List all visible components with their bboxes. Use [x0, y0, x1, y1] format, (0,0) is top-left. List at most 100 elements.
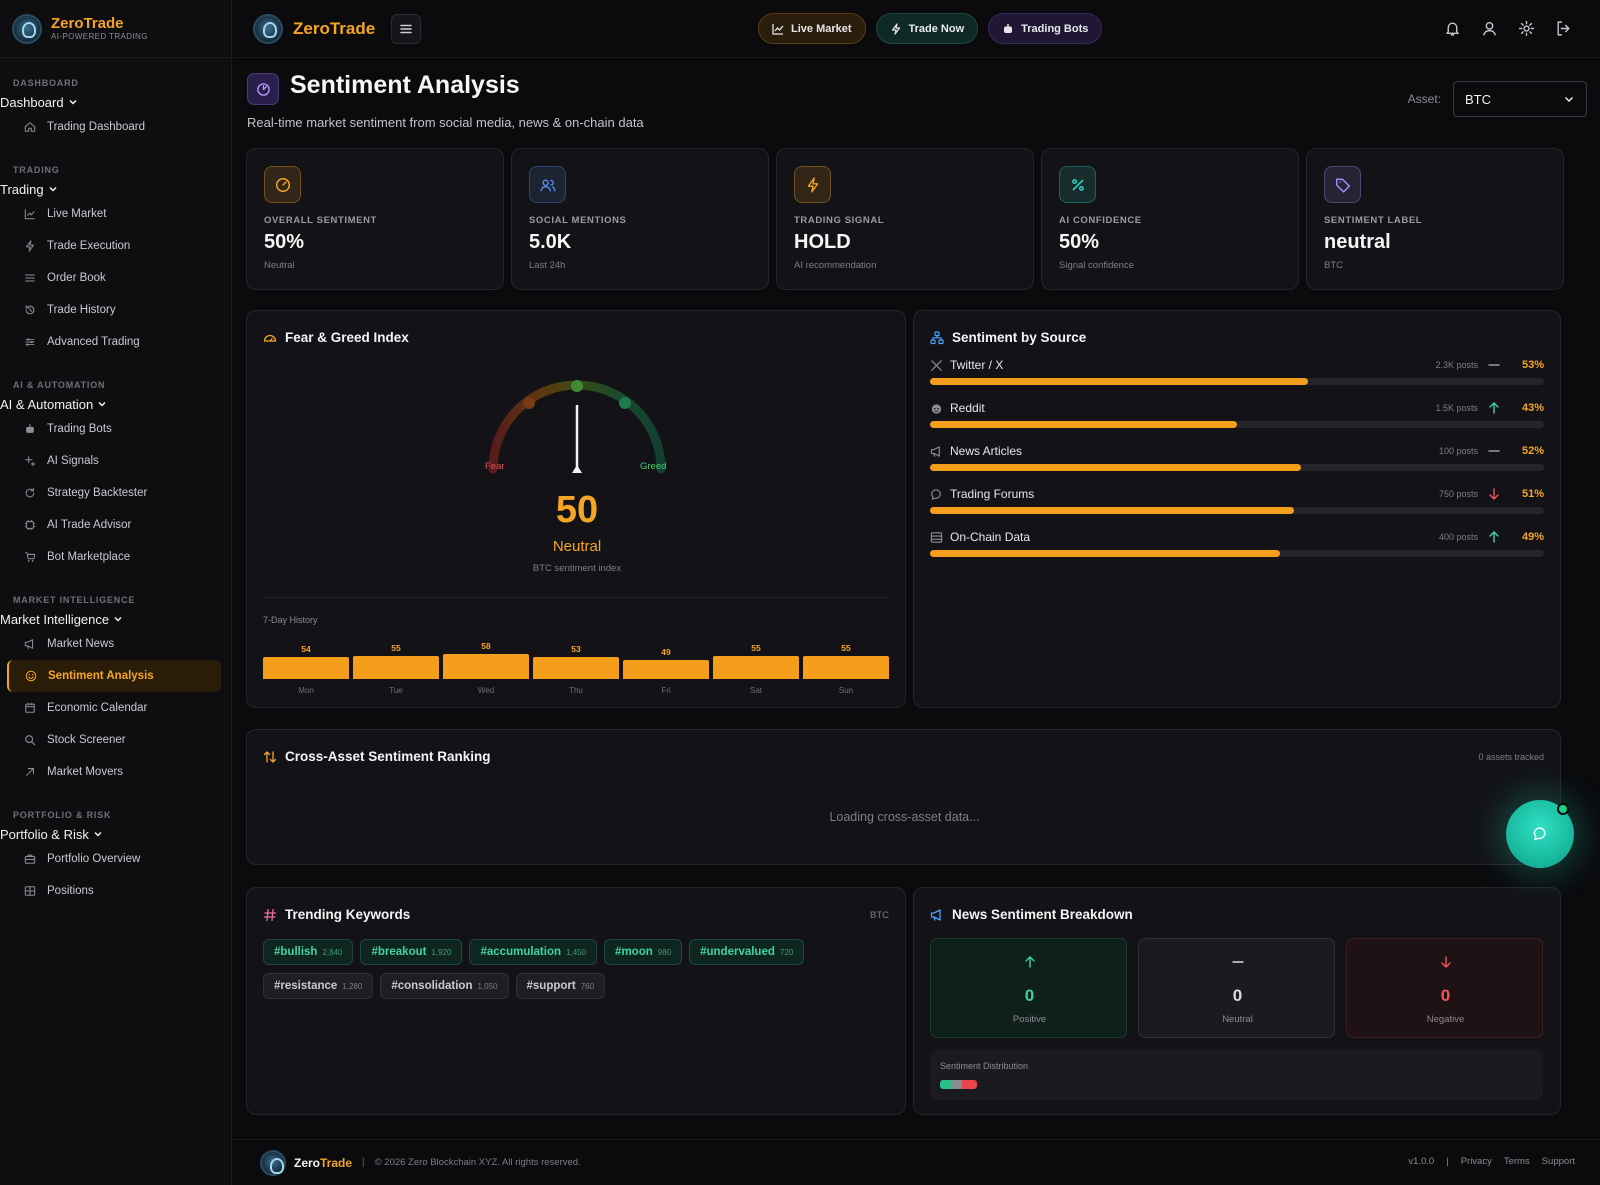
sidebar-group-toggle[interactable]: AI & Automation [0, 395, 231, 413]
sidebar-group-toggle[interactable]: Portfolio & Risk [0, 825, 231, 843]
keyword-chip[interactable]: #undervalued 720 [689, 939, 805, 965]
privacy-link[interactable]: Privacy [1460, 1156, 1492, 1167]
sidebar-item[interactable]: Order Book [0, 262, 231, 294]
sidebar-item[interactable]: Portfolio Overview [0, 843, 231, 875]
stat-label: OVERALL SENTIMENT [264, 215, 377, 226]
source-percent: 51% [1521, 488, 1544, 500]
keyword-tag: #consolidation [391, 980, 473, 992]
tag-icon [1335, 178, 1350, 193]
trading-bots-button[interactable]: Trading Bots [988, 13, 1103, 44]
keyword-chip[interactable]: #consolidation 1,050 [380, 973, 509, 999]
sidebar-item[interactable]: Advanced Trading [0, 326, 231, 358]
sidebar-group-toggle[interactable]: Trading [0, 180, 231, 198]
sidebar-item-label: Trading Dashboard [47, 121, 146, 133]
news-title-text: News Sentiment Breakdown [952, 907, 1133, 922]
arrow-up-icon [1489, 402, 1499, 414]
chip-icon [24, 519, 36, 531]
history-label: 7-Day History [263, 615, 318, 625]
list-icon [25, 274, 35, 282]
rotate-icon [25, 487, 35, 498]
sidebar-brand[interactable]: ZeroTrade AI-POWERED TRADING [0, 0, 231, 58]
source-bar-fill [930, 421, 1237, 428]
sidebar-item[interactable]: Trade Execution [0, 230, 231, 262]
keyword-chip[interactable]: #accumulation 1,450 [469, 939, 598, 965]
sidebar-item[interactable]: Positions [0, 875, 231, 907]
footer-separator: | [362, 1157, 365, 1168]
sidebar-group-toggle[interactable]: Dashboard [0, 93, 231, 111]
gauge-dot-fear [523, 397, 535, 409]
source-bar-track [930, 378, 1544, 385]
source-posts: 750 posts [1438, 489, 1478, 499]
asset-select[interactable]: BTC [1453, 81, 1587, 117]
sidebar-group-toggle[interactable]: Market Intelligence [0, 610, 231, 628]
sidebar-section: TRADING Trading Live Market Trade Execution… [0, 165, 231, 358]
fear-greed-sub: BTC sentiment index [532, 563, 622, 574]
news-positive-label: Positive [1012, 1014, 1047, 1025]
stat-value: neutral [1324, 231, 1391, 253]
keyword-chip[interactable]: #breakout 1,920 [360, 939, 463, 965]
keyword-tag: #resistance [274, 980, 338, 992]
sidebar-item[interactable]: Sentiment Analysis [7, 660, 221, 692]
terms-link[interactable]: Terms [1503, 1156, 1530, 1167]
sidebar-item[interactable]: Market Movers [0, 756, 231, 788]
users-icon [539, 179, 556, 191]
sidebar-item[interactable]: Bot Marketplace [0, 541, 231, 573]
history-bar [353, 656, 439, 679]
keyword-tag: #bullish [274, 946, 318, 958]
home-icon [24, 122, 36, 132]
fear-greed-title: Fear & Greed Index [263, 330, 409, 345]
topbar-brand[interactable]: ZeroTrade [253, 13, 375, 44]
sort-arrows-icon [263, 750, 277, 763]
source-row: Reddit 1.5K posts 43% [930, 401, 1544, 443]
live-market-button[interactable]: Live Market [758, 13, 866, 44]
fear-greed-label: Neutral [552, 538, 602, 555]
gear-icon[interactable] [1518, 20, 1535, 37]
sidebar-item-label: Market News [47, 638, 115, 650]
keyword-chip[interactable]: #support 760 [515, 973, 606, 999]
history-bar [263, 657, 349, 679]
lightning-icon [26, 240, 34, 252]
sentiment-distribution: Sentiment Distribution [930, 1050, 1543, 1100]
bell-icon[interactable] [1444, 20, 1461, 37]
trade-now-button[interactable]: Trade Now [875, 13, 979, 44]
sidebar-item[interactable]: Strategy Backtester [0, 477, 231, 509]
chevron-down-icon [98, 401, 106, 407]
sidebar-item[interactable]: AI Trade Advisor [0, 509, 231, 541]
logout-icon[interactable] [1555, 20, 1572, 37]
keyword-chip[interactable]: #resistance 1,280 [263, 973, 374, 999]
sidebar-item-label: Sentiment Analysis [48, 670, 154, 682]
chevron-down-icon [94, 831, 102, 837]
sidebar-item[interactable]: Trade History [0, 294, 231, 326]
arrow-up-icon [1489, 531, 1499, 543]
stat-icon-box [794, 166, 831, 203]
sidebar-item-label: Order Book [47, 272, 106, 284]
sidebar-section: AI & AUTOMATION AI & Automation Trading Bo… [0, 380, 231, 573]
sidebar: ZeroTrade AI-POWERED TRADING DASHBOARD Da… [0, 0, 232, 1185]
sidebar-item[interactable]: Market News [0, 628, 231, 660]
dash-icon [1488, 450, 1500, 452]
reddit-icon [931, 403, 942, 414]
sidebar-item[interactable]: Stock Screener [0, 724, 231, 756]
keyword-chip[interactable]: #bullish 2,840 [263, 939, 354, 965]
keyword-chip[interactable]: #moon 980 [604, 939, 683, 965]
keyword-count: 2,840 [322, 947, 343, 957]
sidebar-item[interactable]: Live Market [0, 198, 231, 230]
user-icon[interactable] [1481, 20, 1498, 37]
online-status-dot [1557, 803, 1569, 815]
history-column: 49 Fri [623, 627, 709, 695]
sidebar-item[interactable]: Trading Dashboard [0, 111, 231, 143]
history-icon [25, 305, 35, 315]
sidebar-item[interactable]: AI Signals [0, 445, 231, 477]
history-column: 58 Wed [443, 627, 529, 695]
dash-icon [1231, 961, 1244, 963]
news-neutral-label: Neutral [1222, 1014, 1253, 1025]
menu-toggle-button[interactable] [391, 13, 422, 44]
sidebar-item[interactable]: Trading Bots [0, 413, 231, 445]
gauge-fear-label: Fear [485, 461, 505, 472]
gauge-icon [275, 177, 290, 192]
distribution-positive-segment [940, 1080, 952, 1089]
stat-label: TRADING SIGNAL [794, 215, 885, 226]
stat-card: TRADING SIGNAL HOLD AI recommendation [776, 148, 1034, 290]
sidebar-item[interactable]: Economic Calendar [0, 692, 231, 724]
support-link[interactable]: Support [1541, 1156, 1575, 1167]
